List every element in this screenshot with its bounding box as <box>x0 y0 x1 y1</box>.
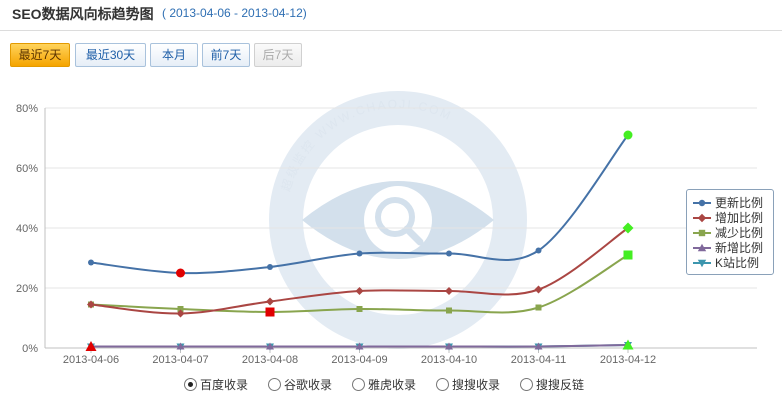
radio-button-icon[interactable] <box>352 378 365 391</box>
data-point[interactable] <box>623 250 633 260</box>
legend-label: K站比例 <box>715 256 760 270</box>
radio-label: 搜搜收录 <box>452 378 501 392</box>
data-point[interactable] <box>535 304 542 311</box>
data-point[interactable] <box>446 307 452 314</box>
y-tick-label: 20% <box>16 283 38 295</box>
data-point[interactable] <box>176 342 185 350</box>
series-markers <box>85 130 634 351</box>
page-title: SEO数据风向标趋势图 <box>12 6 154 22</box>
radio-label: 谷歌收录 <box>284 378 333 392</box>
data-point[interactable] <box>356 250 363 257</box>
x-tick-label: 2013-04-10 <box>421 354 477 366</box>
y-tick-label: 60% <box>16 163 38 175</box>
radio-button-icon[interactable] <box>268 378 281 391</box>
watermark-magnifier-handle <box>403 225 424 246</box>
data-point[interactable] <box>446 250 452 257</box>
legend-diamond-marker-icon <box>693 213 711 223</box>
legend-triangle-marker-icon <box>693 243 711 252</box>
data-point[interactable] <box>445 287 453 295</box>
chart-grid <box>44 107 757 349</box>
trend-chart: 超级监控 WWW.CHAOJI.COM 0%20%40%60%80% 2013-… <box>16 91 757 366</box>
x-tick-label: 2013-04-12 <box>600 354 656 366</box>
data-point[interactable] <box>445 342 453 350</box>
data-point[interactable] <box>622 222 634 234</box>
radio-button-icon[interactable] <box>436 378 449 391</box>
page-header: SEO数据风向标趋势图 ( 2013-04-06 - 2013-04-12) <box>0 0 782 31</box>
index-source-radio-group: 百度收录 谷歌收录 雅虎收录 搜搜收录 搜搜反链 <box>0 376 782 394</box>
data-point[interactable] <box>535 247 542 254</box>
legend-label: 增加比例 <box>715 211 764 225</box>
data-point[interactable] <box>355 342 364 350</box>
legend-circle-marker-icon <box>693 199 711 207</box>
data-point[interactable] <box>88 259 94 266</box>
data-point[interactable] <box>622 339 634 350</box>
legend-label: 更新比例 <box>715 196 764 210</box>
radio-label: 百度收录 <box>200 378 249 392</box>
x-tick-label: 2013-04-08 <box>242 354 298 366</box>
period-button-last-7-days[interactable]: 最近7天 <box>10 43 70 67</box>
period-button-next-7-days[interactable]: 后7天 <box>254 43 302 67</box>
data-point[interactable] <box>176 268 185 278</box>
radio-button-icon[interactable] <box>184 378 197 391</box>
radio-label: 雅虎收录 <box>368 378 417 392</box>
data-point[interactable] <box>85 341 97 351</box>
series-line-square <box>90 254 629 314</box>
x-axis: 2013-04-06 2013-04-07 2013-04-08 2013-04-09… <box>63 348 656 366</box>
x-tick-label: 2013-04-09 <box>331 354 387 366</box>
data-point[interactable] <box>267 264 273 270</box>
legend-marker[interactable] <box>697 213 707 223</box>
radio-label: 搜搜反链 <box>536 378 585 392</box>
x-tick-label: 2013-04-06 <box>63 354 119 366</box>
x-tick-label: 2013-04-07 <box>152 354 208 366</box>
data-point[interactable] <box>176 309 185 318</box>
radio-button-icon[interactable] <box>520 378 533 391</box>
data-point[interactable] <box>266 297 274 306</box>
data-point[interactable] <box>87 300 95 309</box>
data-point[interactable] <box>355 287 364 295</box>
legend-label: 减少比例 <box>715 226 764 240</box>
data-point[interactable] <box>265 307 275 317</box>
watermark-magnifier-icon <box>375 197 415 237</box>
y-tick-label: 80% <box>16 103 38 115</box>
data-point[interactable] <box>356 306 363 312</box>
data-point[interactable] <box>534 285 543 294</box>
y-axis: 0% 20% 40% 60% 80% <box>16 103 38 355</box>
chart-legend: 更新比例 增加比例 减少比例 新增比例 K站比例 <box>686 189 774 275</box>
data-point[interactable] <box>177 306 184 312</box>
legend-square-marker-icon <box>693 229 711 237</box>
x-tick-label: 2013-04-11 <box>511 354 566 366</box>
legend-marker[interactable] <box>698 199 706 207</box>
period-button-last-30-days[interactable]: 最近30天 <box>75 43 146 67</box>
data-point[interactable] <box>534 342 543 350</box>
y-tick-label: 0% <box>22 343 38 355</box>
data-point[interactable] <box>623 130 633 140</box>
legend-marker[interactable] <box>697 243 707 252</box>
legend-marker[interactable] <box>698 229 706 237</box>
legend-label: 新增比例 <box>715 241 764 255</box>
data-point[interactable] <box>266 342 274 350</box>
legend-marker[interactable] <box>697 259 707 268</box>
period-button-previous-7-days[interactable]: 前7天 <box>202 43 250 67</box>
legend-triangle-down-marker-icon <box>693 259 711 268</box>
y-tick-label: 40% <box>16 223 38 235</box>
date-range: ( 2013-04-06 - 2013-04-12) <box>162 6 307 20</box>
period-button-this-month[interactable]: 本月 <box>150 43 198 67</box>
